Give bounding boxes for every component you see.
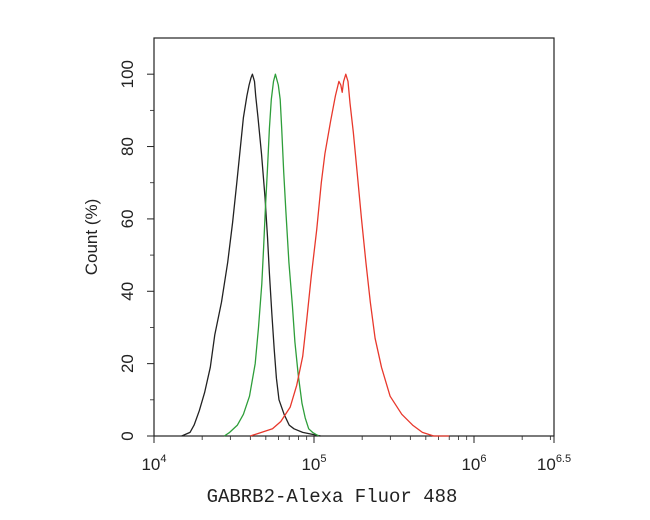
series-line-1 — [181, 73, 321, 437]
y-tick-labels: 0 20 40 60 80 100 — [118, 60, 137, 441]
y-tick-label: 80 — [118, 137, 137, 156]
x-axis-title: GABRB2-Alexa Fluor 488 — [207, 486, 458, 508]
y-tick-label: 60 — [118, 209, 137, 228]
x-tick-exponent: 6 — [480, 453, 486, 465]
y-tick-label: 100 — [118, 60, 137, 88]
series-group — [181, 73, 450, 437]
x-tick-labels: 104 105 106 106.5 — [141, 453, 571, 474]
y-tick-label: 40 — [118, 282, 137, 301]
x-tick-base: 10 — [537, 455, 556, 474]
x-tick-base: 10 — [461, 455, 480, 474]
x-tick-base: 10 — [141, 455, 160, 474]
plot-frame — [153, 37, 555, 437]
series-line-3 — [250, 73, 450, 437]
axis-ticks — [147, 73, 555, 443]
x-tick-label: 106.5 — [537, 453, 571, 474]
y-tick-label: 20 — [118, 354, 137, 373]
x-tick-exponent: 4 — [160, 453, 166, 465]
x-tick-base: 10 — [301, 455, 320, 474]
x-tick-exponent: 5 — [320, 453, 326, 465]
x-tick-label: 104 — [141, 453, 166, 474]
series-line-2 — [223, 73, 320, 437]
x-tick-label: 105 — [301, 453, 326, 474]
x-tick-label: 106 — [461, 453, 486, 474]
y-tick-label: 0 — [118, 431, 137, 440]
x-tick-exponent: 6.5 — [556, 453, 571, 465]
y-axis-title: Count (%) — [82, 199, 101, 276]
